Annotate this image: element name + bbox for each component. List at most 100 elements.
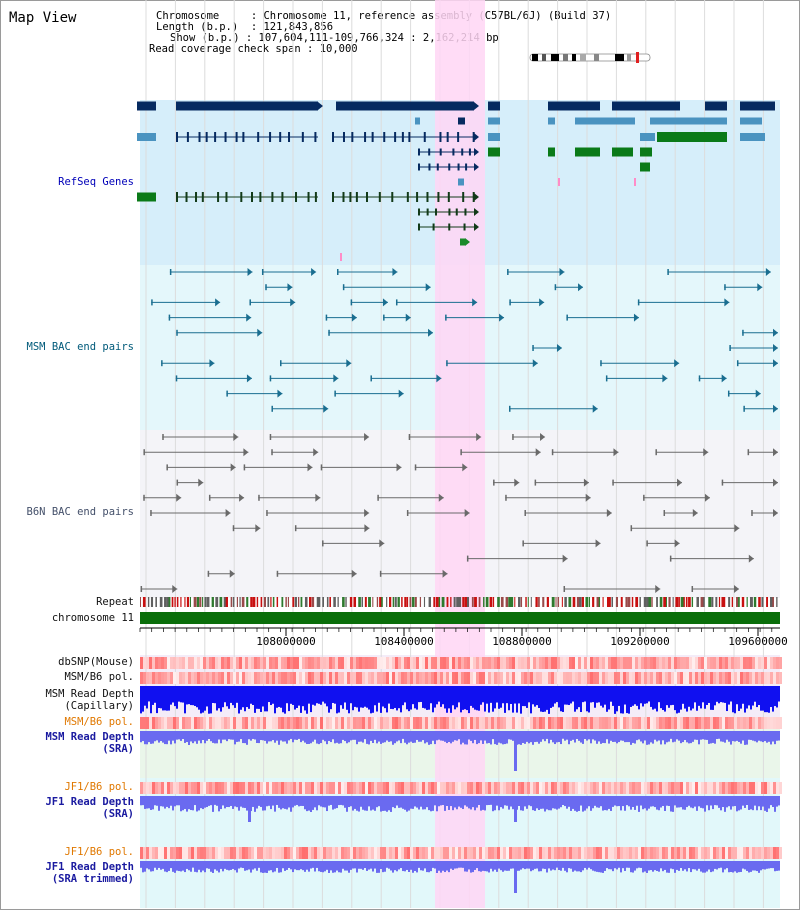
depth-bar	[360, 686, 362, 708]
depth-bar	[272, 796, 274, 806]
depth-bar	[478, 861, 480, 872]
depth-bar	[410, 861, 412, 870]
heat-cell	[212, 672, 215, 684]
heat-cell	[644, 657, 647, 669]
repeat-element	[776, 597, 778, 607]
depth-bar	[522, 731, 524, 743]
repeat-element	[316, 597, 320, 607]
depth-bar	[768, 686, 770, 713]
gene-block	[612, 147, 633, 157]
heat-cell	[671, 672, 674, 684]
heat-cell	[161, 717, 164, 729]
heat-cell	[740, 782, 743, 794]
depth-bar	[192, 686, 194, 706]
heat-cell	[458, 782, 461, 794]
depth-bar	[290, 731, 292, 739]
depth-bar	[726, 686, 728, 712]
track-label-jf1-depth-trim[interactable]: JF1 Read Depth (SRA trimmed)	[45, 861, 134, 885]
track-label-repeat[interactable]: Repeat	[96, 596, 134, 608]
track-label-refseq[interactable]: RefSeq Genes	[58, 176, 134, 188]
depth-bar	[252, 861, 254, 870]
depth-bar	[768, 731, 770, 742]
depth-bar	[454, 731, 456, 741]
heat-cell	[512, 657, 515, 669]
heat-cell	[761, 847, 764, 859]
heat-cell	[716, 847, 719, 859]
chromosome-key: Chromosome	[156, 10, 220, 22]
heat-cell	[146, 657, 149, 669]
track-label-msm-bac[interactable]: MSM BAC end pairs	[26, 341, 134, 353]
heat-cell	[536, 847, 539, 859]
depth-bar	[622, 686, 624, 714]
track-label-dbsnp[interactable]: dbSNP(Mouse)	[58, 656, 134, 668]
track-label-msm-b6-pol-1[interactable]: MSM/B6 pol.	[64, 671, 134, 683]
heat-cell	[728, 782, 731, 794]
track-label-jf1-b6-pol-2[interactable]: JF1/B6 pol.	[64, 846, 134, 858]
track-label-msm-b6-pol-2[interactable]: MSM/B6 pol.	[64, 716, 134, 728]
depth-bar	[658, 796, 660, 811]
repeat-element	[433, 597, 436, 607]
heat-cell	[191, 847, 194, 859]
heat-cell	[731, 672, 734, 684]
heat-cell	[452, 717, 455, 729]
depth-bar	[656, 796, 658, 810]
heat-cell	[287, 717, 290, 729]
depth-bar	[450, 796, 452, 807]
heat-cell	[746, 782, 749, 794]
track-label-b6n-bac[interactable]: B6N BAC end pairs	[26, 506, 134, 518]
gene-block	[460, 238, 465, 246]
depth-bar	[206, 796, 208, 808]
depth-bar	[286, 796, 288, 810]
depth-bar	[376, 861, 378, 873]
b6n-bac-end	[674, 539, 680, 548]
gene-exon	[224, 132, 227, 142]
depth-bar	[384, 796, 386, 811]
heat-cell	[320, 657, 323, 669]
depth-bar	[602, 861, 604, 873]
heat-cell	[581, 782, 584, 794]
track-label-chromosome[interactable]: chromosome 11	[51, 612, 134, 624]
depth-bar	[260, 686, 262, 712]
depth-bar	[146, 686, 148, 709]
depth-bar	[478, 686, 480, 711]
gene-exon	[176, 192, 178, 202]
track-label-msm-depth-sra[interactable]: MSM Read Depth (SRA)	[45, 731, 134, 755]
heat-cell	[695, 657, 698, 669]
depth-bar	[258, 861, 260, 868]
depth-bar	[438, 796, 440, 807]
heat-cell	[710, 657, 713, 669]
heat-cell	[497, 672, 500, 684]
heat-cell	[671, 782, 674, 794]
depth-bar	[486, 731, 488, 744]
depth-bar	[432, 686, 434, 713]
heat-cell	[350, 657, 353, 669]
track-label-jf1-depth-sra[interactable]: JF1 Read Depth (SRA)	[45, 796, 134, 820]
heat-cell	[167, 657, 170, 669]
depth-bar	[140, 686, 142, 714]
msm-bac-end	[742, 329, 744, 336]
depth-bar	[668, 686, 670, 708]
heat-cell	[389, 672, 392, 684]
depth-bar	[210, 686, 212, 714]
depth-bar	[274, 861, 276, 872]
heat-cell	[584, 657, 587, 669]
gene-exon	[448, 163, 451, 171]
heat-cell	[518, 847, 521, 859]
track-label-jf1-b6-pol-1[interactable]: JF1/B6 pol.	[64, 781, 134, 793]
track-label-msm-depth-cap[interactable]: MSM Read Depth (Capillary)	[45, 688, 134, 712]
depth-bar	[662, 731, 664, 741]
depth-bar	[176, 796, 178, 806]
repeat-element	[749, 597, 753, 607]
heat-cell	[413, 672, 416, 684]
heat-cell	[755, 782, 758, 794]
heat-cell	[296, 847, 299, 859]
heat-cell	[206, 672, 209, 684]
depth-bar	[494, 731, 496, 745]
depth-bar	[240, 796, 242, 807]
depth-bar	[574, 861, 576, 871]
gene-block	[548, 117, 555, 125]
depth-bar	[698, 686, 700, 706]
heat-cell	[458, 672, 461, 684]
depth-bar	[286, 731, 288, 744]
